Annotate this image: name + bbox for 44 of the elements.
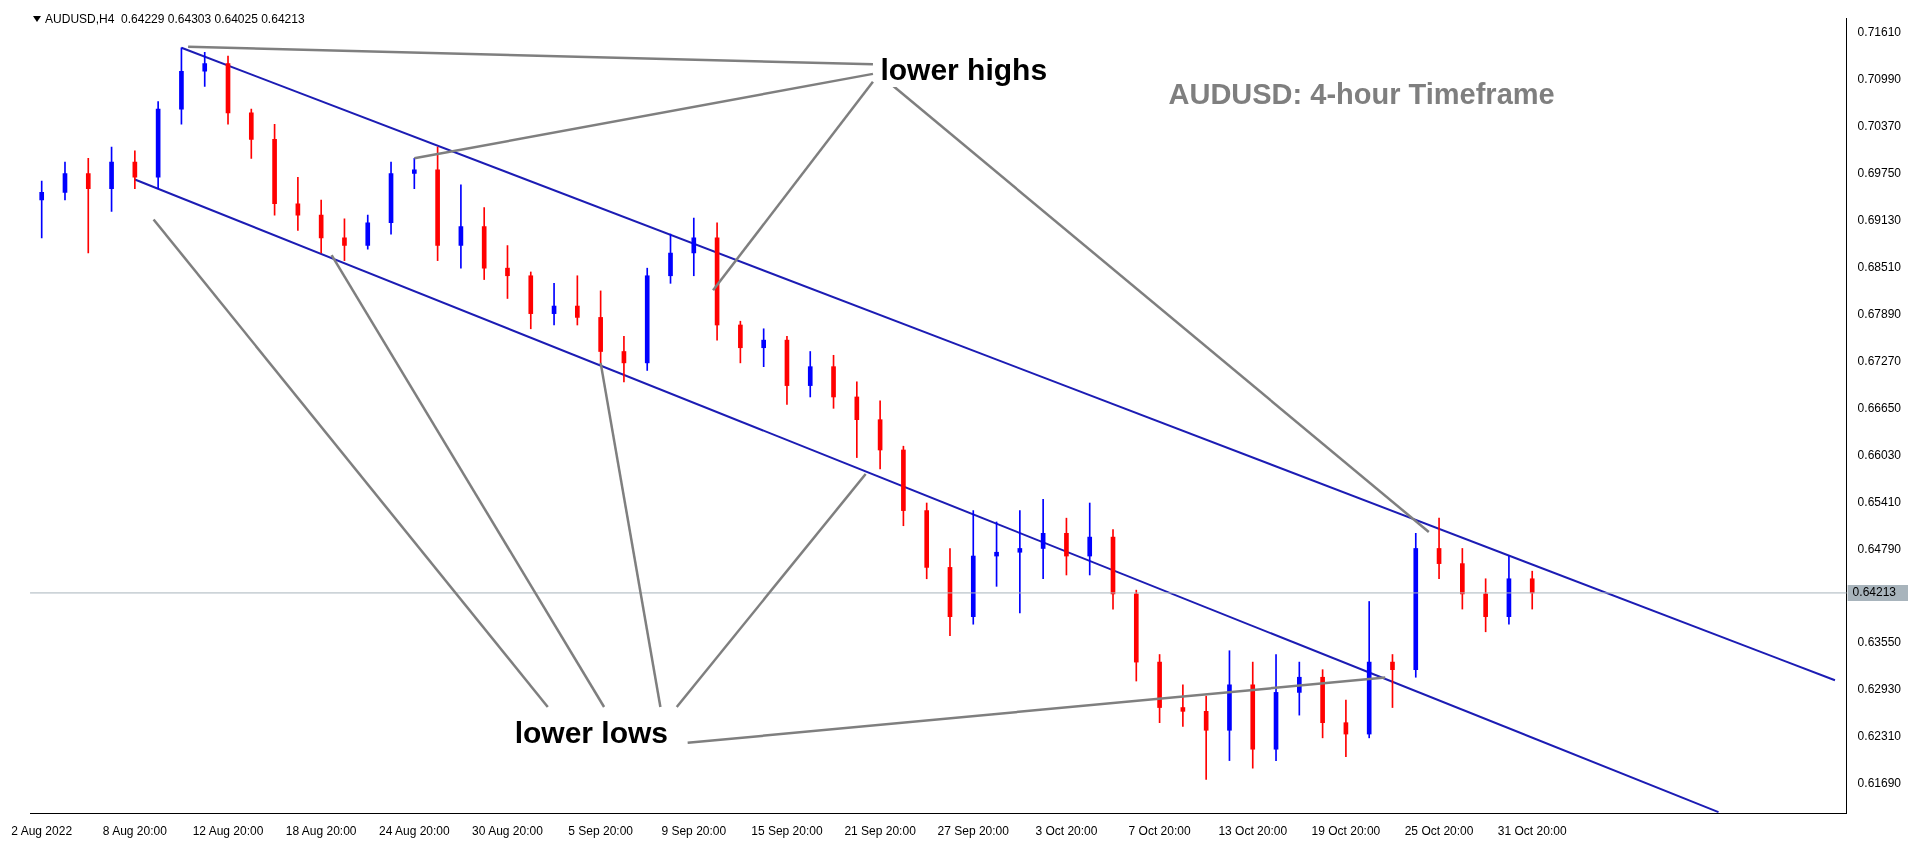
y-tick-label: 0.63550 [1857,635,1902,650]
x-tick-label: 8 Aug 20:00 [102,824,168,839]
x-tick-label: 25 Oct 20:00 [1404,824,1474,839]
annotation: lower lows [510,716,673,751]
y-tick-label: 0.65410 [1857,494,1902,509]
x-tick-label: 19 Oct 20:00 [1311,824,1381,839]
x-tick-label: 31 Oct 20:00 [1497,824,1567,839]
x-tick-label: 13 Oct 20:00 [1218,824,1288,839]
x-tick-label: 27 Sep 20:00 [937,824,1010,839]
ref-line-label: 0.64213 [1852,585,1897,600]
x-tick-label: 9 Sep 20:00 [661,824,727,839]
y-tick-label: 0.70370 [1857,118,1902,133]
y-tick-label: 0.66030 [1857,447,1902,462]
y-tick-label: 0.66650 [1857,400,1902,415]
x-tick-label: 24 Aug 20:00 [378,824,451,839]
x-tick-label: 5 Sep 20:00 [568,824,634,839]
candlestick [85,158,91,254]
candlestick [39,180,45,239]
x-tick-label: 7 Oct 20:00 [1128,824,1191,839]
y-tick-label: 0.69750 [1857,165,1902,180]
x-tick-label: 30 Aug 20:00 [472,824,544,839]
y-tick-label: 0.71610 [1857,24,1902,39]
y-tick-label: 0.62930 [1857,682,1902,697]
y-tick-label: 0.67890 [1857,306,1902,321]
y-tick-label: 0.70990 [1857,71,1902,86]
y-tick-label: 0.61690 [1857,776,1902,791]
candlestick [1180,684,1186,727]
y-tick-label: 0.67270 [1857,353,1902,368]
x-tick-label: 15 Sep 20:00 [751,824,823,839]
x-tick-label: 18 Aug 20:00 [285,824,357,839]
x-tick-label: 12 Aug 20:00 [192,824,264,839]
text: AUDUSD: 4-hour Timeframe [1168,77,1555,111]
y-tick-label: 0.62310 [1857,729,1902,744]
x-tick-label: 2 Aug 2022 [11,824,73,839]
x-tick-label: 3 Oct 20:00 [1035,824,1098,839]
candlestick [202,51,208,87]
y-tick-label: 0.69130 [1857,212,1902,227]
annotation: lower highs [876,52,1052,87]
chart-subtitle: AUDUSD,H4 0.64229 0.64303 0.64025 0.64213 [45,12,305,27]
y-tick-label: 0.68510 [1857,259,1902,274]
x-tick-label: 21 Sep 20:00 [844,824,917,839]
candlestick [1017,510,1023,614]
y-tick-label: 0.64790 [1857,541,1902,556]
candlestick [412,158,417,189]
